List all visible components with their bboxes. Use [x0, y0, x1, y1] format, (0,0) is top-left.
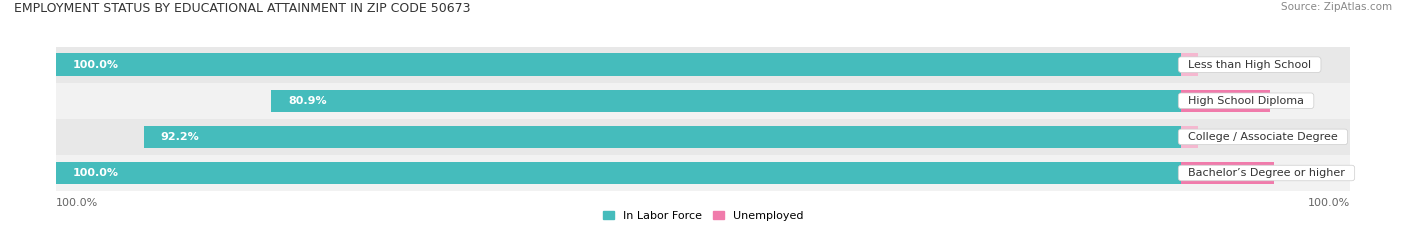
Text: 100.0%: 100.0% [1308, 198, 1350, 208]
Text: 100.0%: 100.0% [73, 168, 120, 178]
Legend: In Labor Force, Unemployed: In Labor Force, Unemployed [598, 206, 808, 225]
Text: EMPLOYMENT STATUS BY EDUCATIONAL ATTAINMENT IN ZIP CODE 50673: EMPLOYMENT STATUS BY EDUCATIONAL ATTAINM… [14, 2, 471, 15]
Bar [1181, 162, 1274, 184]
Bar [56, 162, 1181, 184]
Bar [56, 47, 1350, 83]
Bar [1181, 89, 1270, 112]
Bar [1181, 53, 1198, 76]
Text: 7.9%: 7.9% [1275, 96, 1303, 106]
Text: Source: ZipAtlas.com: Source: ZipAtlas.com [1281, 2, 1392, 12]
Text: 92.2%: 92.2% [160, 132, 200, 142]
Text: High School Diploma: High School Diploma [1181, 96, 1310, 106]
Text: College / Associate Degree: College / Associate Degree [1181, 132, 1344, 142]
Bar [56, 155, 1350, 191]
Bar [143, 126, 1181, 148]
Text: 80.9%: 80.9% [288, 96, 326, 106]
Text: Bachelor’s Degree or higher: Bachelor’s Degree or higher [1181, 168, 1353, 178]
Text: 100.0%: 100.0% [73, 60, 120, 70]
Bar [271, 89, 1181, 112]
Text: 8.3%: 8.3% [1279, 168, 1309, 178]
Bar [56, 119, 1350, 155]
Bar [56, 53, 1181, 76]
Text: 0.0%: 0.0% [1204, 132, 1232, 142]
Text: 0.0%: 0.0% [1204, 60, 1232, 70]
Text: 100.0%: 100.0% [56, 198, 98, 208]
Bar [56, 83, 1350, 119]
Bar [1181, 126, 1198, 148]
Text: Less than High School: Less than High School [1181, 60, 1319, 70]
